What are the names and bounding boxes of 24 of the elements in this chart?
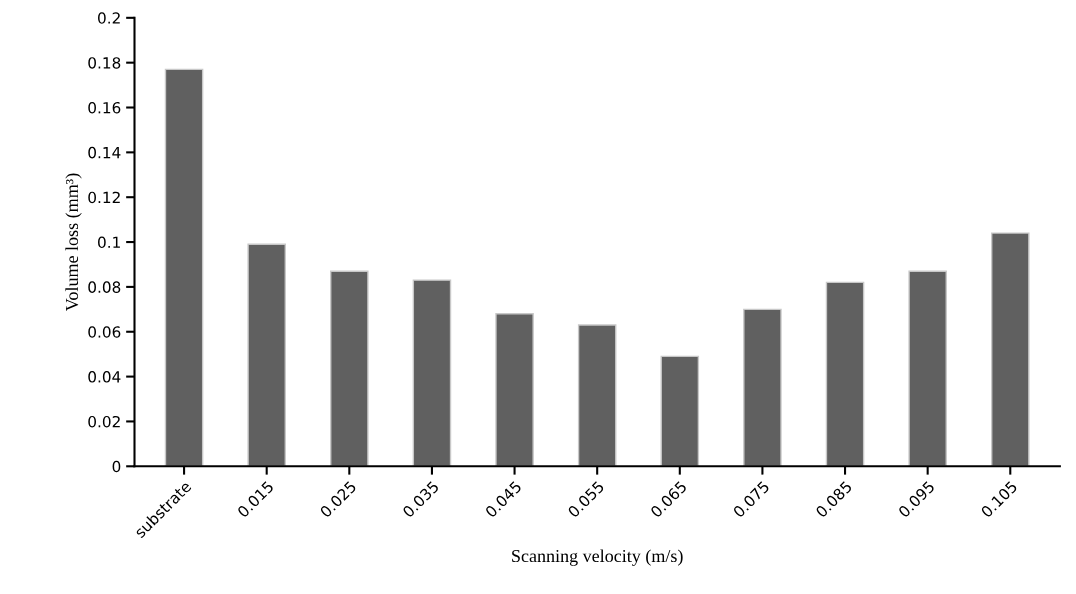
y-axis-title: Volume loss (mm³): [65, 173, 82, 312]
bar: [660, 355, 700, 467]
y-tick-label: 0.04: [88, 371, 121, 383]
bar: [495, 313, 534, 467]
y-tick-label: 0.16: [88, 101, 121, 114]
y-tick-label: 0.02: [88, 415, 120, 428]
bar: [247, 243, 286, 467]
bar: [825, 281, 865, 467]
y-tick-label: 0.06: [88, 326, 121, 338]
bar: [908, 270, 947, 467]
y-tick-label: 0.14: [88, 146, 121, 159]
bar: [164, 68, 204, 467]
bar: [577, 324, 617, 467]
y-tick-label: 0: [112, 460, 121, 473]
y-tick-label: 0.2: [98, 12, 120, 24]
y-tick-label: 0.18: [88, 57, 121, 69]
bar: [991, 232, 1030, 467]
y-tick-label: 0.08: [88, 281, 121, 293]
y-tick-label: 0.1: [98, 236, 120, 249]
bar: [330, 270, 369, 467]
y-tick-label: 0.12: [88, 191, 120, 204]
bar: [412, 279, 452, 467]
x-axis-title: Scanning velocity (m/s): [512, 549, 683, 566]
bar: [743, 308, 782, 467]
